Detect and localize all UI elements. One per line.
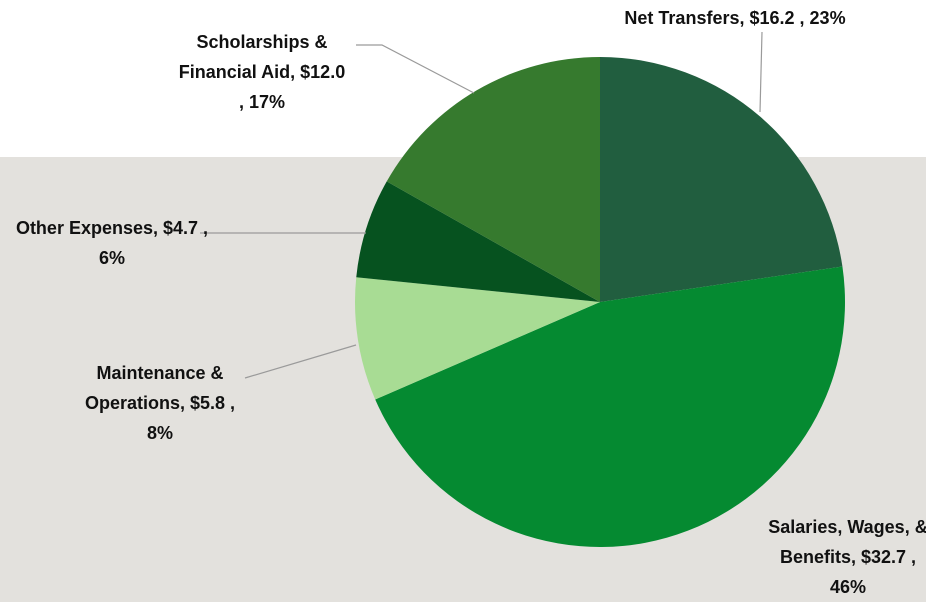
slice-label: Net Transfers, $16.2 , 23%	[535, 3, 926, 33]
pie-slice	[600, 57, 843, 302]
category-label: Scholarships & Financial Aid,	[178, 32, 328, 82]
category-label: Salaries, Wages, & Benefits,	[768, 517, 926, 567]
value-label: $12.0 , 17%	[238, 62, 346, 112]
pie-slice	[355, 277, 600, 400]
value-label: $16.2 , 23%	[749, 8, 846, 28]
pie-slice	[386, 57, 600, 302]
slice-label: Salaries, Wages, & Benefits, $32.7 , 46%	[763, 512, 926, 602]
pie-slice	[375, 266, 845, 547]
leader-line	[244, 344, 357, 379]
leader-line	[356, 44, 475, 94]
category-label: Other Expenses,	[15, 218, 158, 238]
slice-label: Other Expenses, $4.7 , 6%	[12, 213, 212, 273]
pie-slice	[356, 181, 600, 302]
slice-label: Maintenance & Operations, $5.8 , 8%	[70, 358, 250, 448]
category-label: Maintenance & Operations,	[84, 363, 224, 413]
leader-line	[759, 31, 763, 113]
category-label: Net Transfers,	[624, 8, 745, 28]
value-label: $32.7 , 46%	[829, 547, 917, 597]
value-label: $4.7 , 6%	[98, 218, 209, 268]
slice-label: Scholarships & Financial Aid, $12.0 , 17…	[177, 27, 347, 117]
value-label: $5.8 , 8%	[146, 393, 236, 443]
